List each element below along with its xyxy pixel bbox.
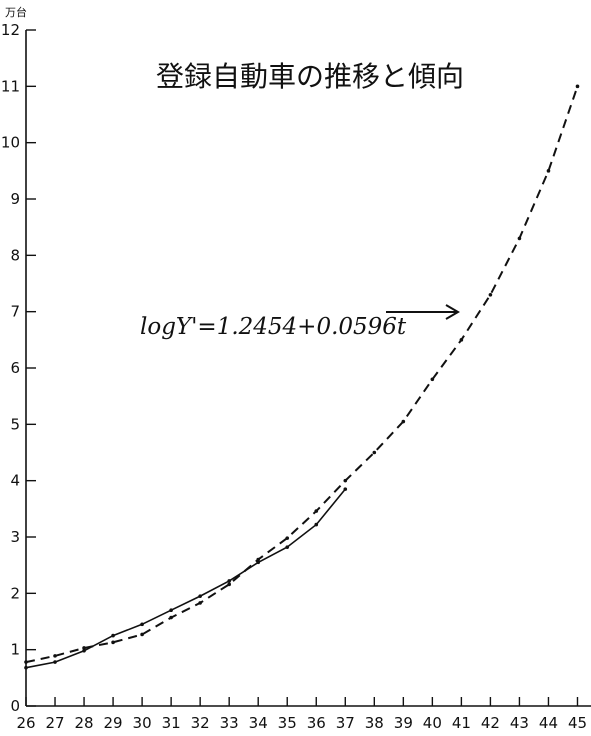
data-point <box>111 633 115 638</box>
trend-line <box>25 85 579 664</box>
x-tick-label: 37 <box>336 714 355 732</box>
x-tick-label: 29 <box>104 714 123 732</box>
x-tick-label: 43 <box>510 714 529 732</box>
data-point <box>169 615 173 620</box>
x-tick-label: 26 <box>16 714 35 732</box>
y-tick-label: 3 <box>10 528 20 546</box>
y-tick-label: 6 <box>10 359 20 377</box>
data-point <box>82 646 86 650</box>
x-tick-label: 39 <box>394 714 413 732</box>
data-point <box>285 536 290 540</box>
data-point <box>140 632 144 637</box>
y-tick-label: 0 <box>10 697 20 715</box>
data-point <box>24 660 28 664</box>
data-point <box>24 665 28 670</box>
data-point <box>169 608 173 613</box>
data-point <box>459 338 464 342</box>
data-point <box>343 487 348 491</box>
y-tick-label: 2 <box>10 584 20 602</box>
data-point <box>53 660 57 664</box>
y-tick-label: 10 <box>1 134 20 152</box>
y-axis-unit-label: 万台 <box>5 5 27 19</box>
data-point <box>314 522 319 527</box>
y-tick-label: 1 <box>10 641 20 659</box>
y-tick-label: 11 <box>1 77 20 95</box>
x-tick-label: 28 <box>75 714 94 732</box>
y-tick-label: 12 <box>1 21 20 39</box>
data-point <box>227 582 231 587</box>
data-point <box>343 478 348 483</box>
x-tick-label: 42 <box>481 714 500 732</box>
x-tick-label: 38 <box>365 714 384 732</box>
x-tick-label: 35 <box>278 714 297 732</box>
trend-formula: logY'=1.2454+0.0596t <box>140 314 407 340</box>
data-point <box>140 622 144 627</box>
data-point <box>198 594 202 598</box>
data-point <box>198 601 202 605</box>
x-tick-label: 32 <box>191 714 210 732</box>
y-tick-label: 8 <box>10 246 20 264</box>
arrow-icon <box>386 304 460 320</box>
data-point <box>53 654 57 658</box>
actual-line <box>25 488 346 669</box>
y-tick-label: 5 <box>10 415 20 433</box>
y-tick-label: 7 <box>10 303 20 321</box>
data-point <box>430 377 435 382</box>
chart-title: 登録自動車の推移と傾向 <box>156 60 464 93</box>
data-point <box>227 579 231 583</box>
x-tick-label: 41 <box>452 714 471 732</box>
series-layer <box>24 84 580 670</box>
x-tick-label: 30 <box>133 714 152 732</box>
data-point <box>372 450 377 455</box>
data-point <box>82 648 86 653</box>
data-point <box>575 84 580 89</box>
data-point <box>546 169 551 173</box>
data-point <box>256 557 261 562</box>
data-point <box>314 509 319 513</box>
y-tick-label: 9 <box>10 190 20 208</box>
x-tick-label: 34 <box>249 714 268 732</box>
x-tick-label: 31 <box>162 714 181 732</box>
x-tick-label: 45 <box>568 714 587 732</box>
data-point <box>517 236 522 241</box>
x-tick-label: 44 <box>539 714 558 732</box>
x-tick-label: 40 <box>423 714 442 732</box>
x-tick-label: 33 <box>220 714 239 732</box>
data-point <box>488 292 493 297</box>
data-point <box>401 419 406 424</box>
x-tick-label: 36 <box>307 714 326 732</box>
data-point <box>285 545 290 549</box>
y-tick-label: 4 <box>10 472 20 490</box>
x-tick-label: 27 <box>45 714 64 732</box>
data-point <box>111 640 115 645</box>
